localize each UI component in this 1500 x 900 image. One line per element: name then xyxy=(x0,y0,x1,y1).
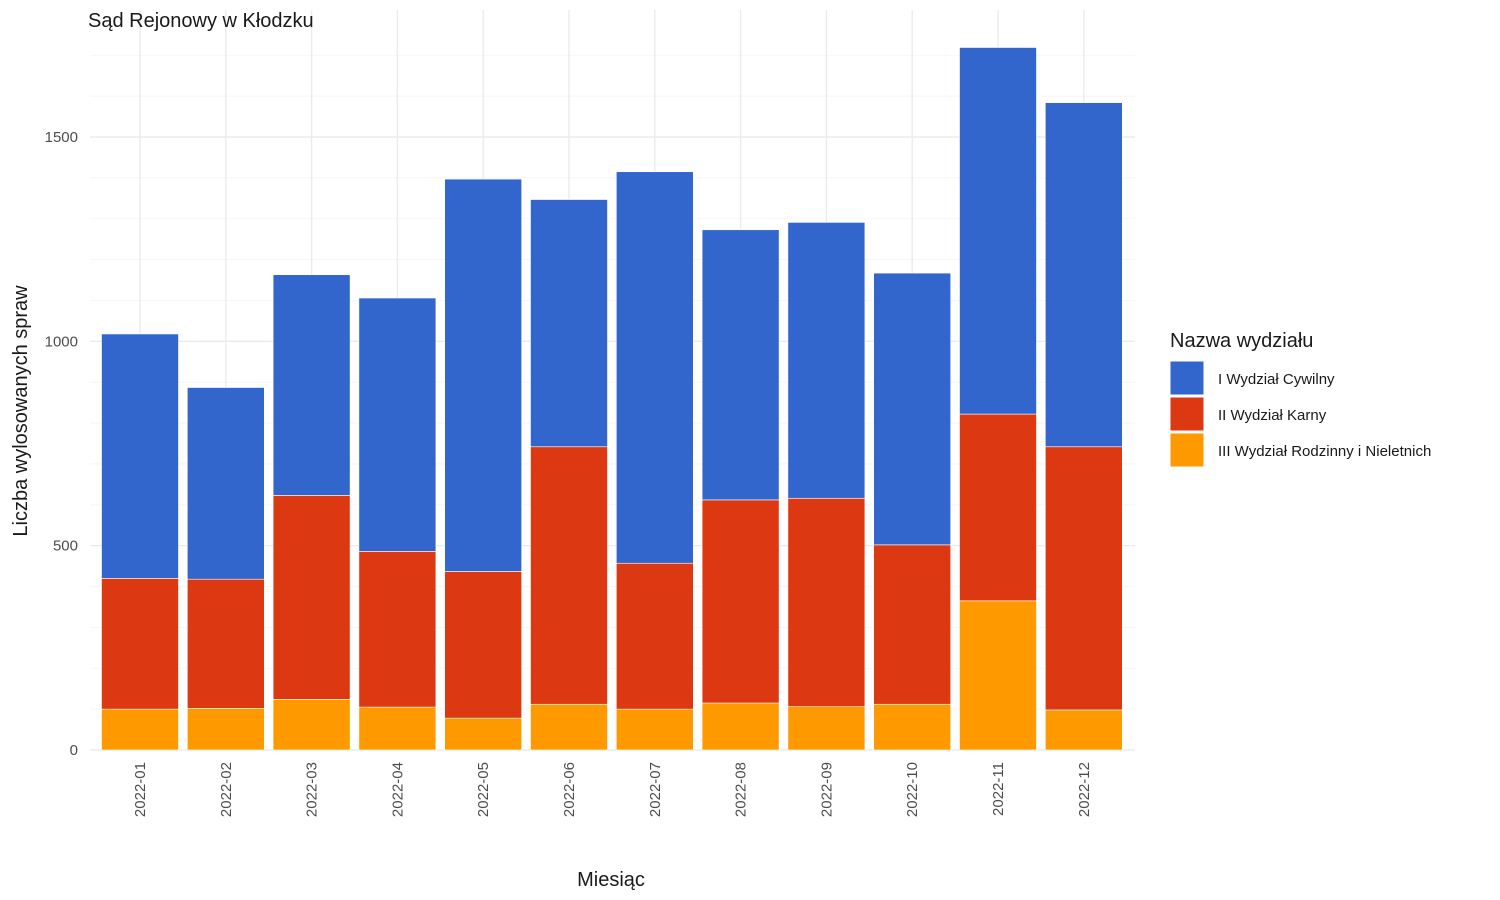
legend-title: Nazwa wydziału xyxy=(1170,330,1313,352)
bar-segment xyxy=(873,544,952,705)
bar-segment xyxy=(101,578,179,710)
bar-segment xyxy=(1045,102,1123,448)
x-axis-title: Miesiąc xyxy=(577,869,645,891)
bar-segment xyxy=(187,387,265,580)
bar-segment xyxy=(959,600,1037,751)
bar-segment xyxy=(701,499,780,704)
bar-segment xyxy=(1045,709,1123,751)
bar-segment xyxy=(615,562,694,710)
x-tick-label: 2022-02 xyxy=(218,762,235,817)
bar-segment xyxy=(959,47,1037,415)
bar-segment xyxy=(272,699,351,751)
bar-segment xyxy=(787,222,866,499)
legend-swatch xyxy=(1169,396,1205,432)
bar-segment xyxy=(1045,446,1123,711)
x-tick-label: 2022-07 xyxy=(647,762,664,817)
bar-segment xyxy=(787,497,866,707)
bar-segment xyxy=(358,551,437,708)
x-tick-label: 2022-01 xyxy=(132,762,149,817)
x-tick-label: 2022-04 xyxy=(389,762,406,817)
y-tick-label: 1500 xyxy=(45,129,78,146)
x-tick-label: 2022-05 xyxy=(475,762,492,817)
chart-title: Sąd Rejonowy w Kłodzku xyxy=(88,10,314,32)
bar-segment xyxy=(530,446,608,705)
x-tick-label: 2022-09 xyxy=(818,762,835,817)
bar-segment xyxy=(187,578,265,709)
bar-segment xyxy=(444,717,523,751)
y-axis-ticks: 0 500 1000 1500 xyxy=(45,129,78,759)
legend-swatch xyxy=(1169,360,1205,396)
bar-segment xyxy=(444,178,523,572)
bar-segment xyxy=(873,703,952,751)
bar-segment xyxy=(101,333,179,579)
bar-segment xyxy=(530,703,608,751)
bar-segment xyxy=(959,413,1037,602)
bar-segment xyxy=(101,708,179,751)
legend-label: III Wydział Rodzinny i Nieletnich xyxy=(1218,443,1431,460)
bar-segment xyxy=(787,706,866,751)
bar-segment xyxy=(701,229,780,501)
bar-segment xyxy=(615,171,694,564)
bar-segment xyxy=(358,297,437,552)
y-tick-label: 500 xyxy=(53,538,78,555)
legend-swatch xyxy=(1169,432,1205,468)
bar-segment xyxy=(701,702,780,751)
legend-label: II Wydział Karny xyxy=(1218,407,1327,424)
y-tick-label: 1000 xyxy=(45,333,78,350)
y-axis-title: Liczba wylosowanych spraw xyxy=(10,285,32,537)
x-tick-label: 2022-11 xyxy=(990,762,1007,816)
bar-segment xyxy=(272,274,351,496)
bar-segment xyxy=(615,708,694,751)
x-axis-ticks: 2022-01 2022-02 2022-03 2022-04 2022-05 2022-… xyxy=(132,762,1093,817)
x-tick-label: 2022-06 xyxy=(561,762,578,817)
x-tick-label: 2022-12 xyxy=(1076,762,1093,817)
x-tick-label: 2022-03 xyxy=(304,762,321,817)
bar-segment xyxy=(272,495,351,700)
bar-segment xyxy=(187,708,265,751)
bar-segment xyxy=(873,272,952,546)
bar-segment xyxy=(530,199,608,448)
x-tick-label: 2022-08 xyxy=(733,762,750,817)
bars xyxy=(101,47,1123,751)
legend: Nazwa wydziału I Wydział Cywilny II Wydzi… xyxy=(1169,330,1431,468)
bar-segment xyxy=(358,706,437,751)
y-tick-label: 0 xyxy=(70,742,78,759)
x-tick-label: 2022-10 xyxy=(904,762,921,817)
legend-label: I Wydział Cywilny xyxy=(1218,371,1335,388)
bar-segment xyxy=(444,571,523,719)
